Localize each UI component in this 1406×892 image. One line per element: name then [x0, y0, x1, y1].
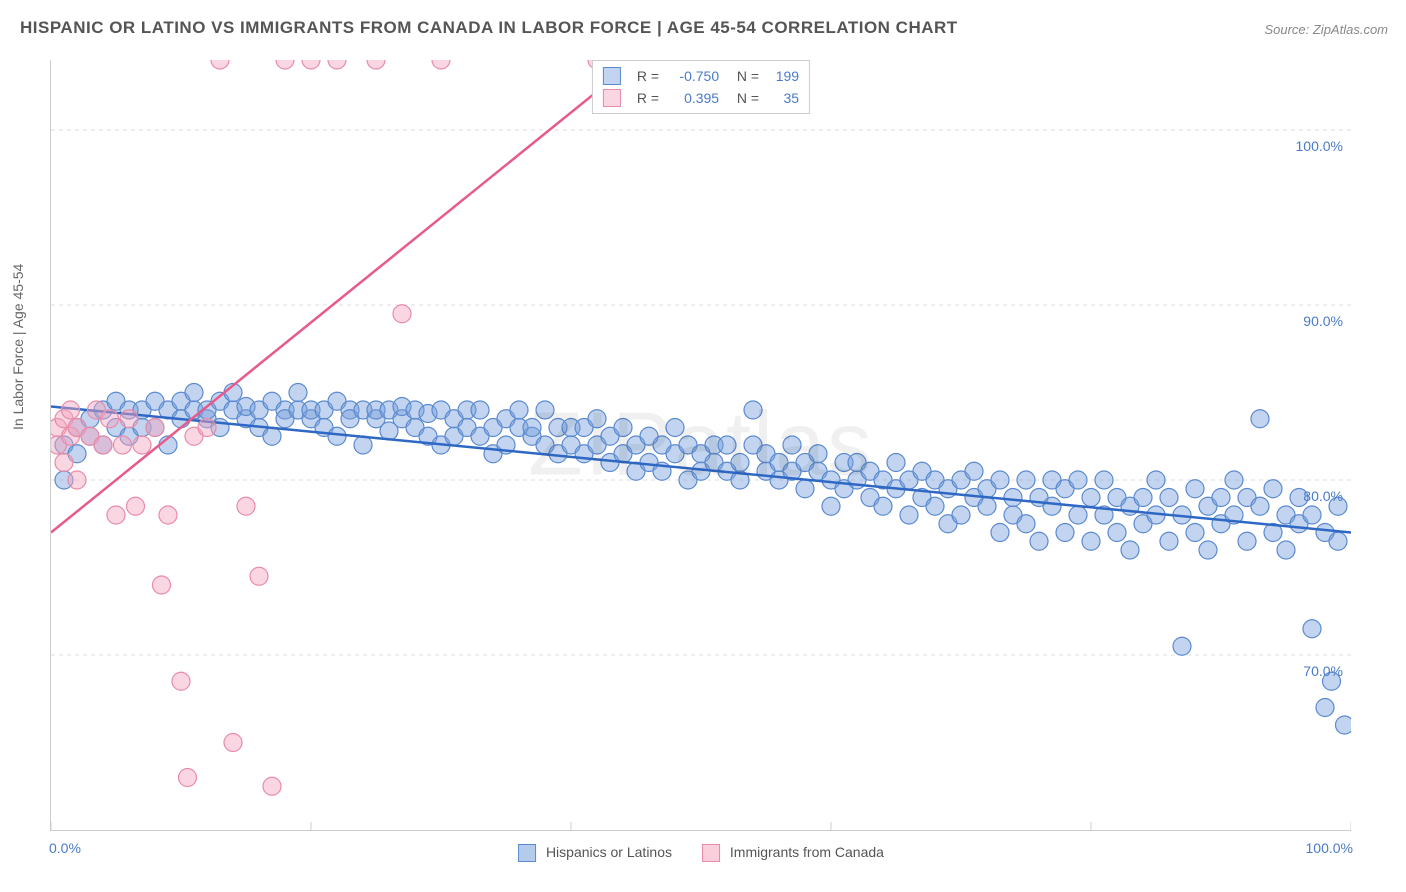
r-label: R = [637, 87, 659, 109]
x-tick-0: 0.0% [49, 840, 81, 856]
x-tick-100: 100.0% [1306, 840, 1353, 856]
chart-title: HISPANIC OR LATINO VS IMMIGRANTS FROM CA… [20, 18, 958, 38]
r-label: R = [637, 65, 659, 87]
legend-swatch-canada-bottom [702, 844, 720, 862]
legend-swatch-hispanic-bottom [518, 844, 536, 862]
correlation-legend: R = -0.750 N = 199 R = 0.395 N = 35 [592, 60, 810, 114]
y-tick-80: 80.0% [1303, 488, 1343, 504]
legend-item-canada: Immigrants from Canada [702, 844, 884, 862]
plot-area: ZIPatlas R = -0.750 N = 199 R = 0.395 N … [50, 60, 1351, 831]
source-attribution: Source: ZipAtlas.com [1264, 22, 1388, 37]
legend-swatch-hispanic [603, 67, 621, 85]
y-tick-90: 90.0% [1303, 313, 1343, 329]
n-value-canada: 35 [769, 87, 799, 109]
legend-row-canada: R = 0.395 N = 35 [603, 87, 799, 109]
n-value-hispanic: 199 [769, 65, 799, 87]
series-legend: Hispanics or Latinos Immigrants from Can… [518, 844, 884, 862]
scatter-svg [51, 60, 1351, 830]
r-value-hispanic: -0.750 [669, 65, 719, 87]
legend-item-hispanic: Hispanics or Latinos [518, 844, 672, 862]
y-tick-100: 100.0% [1296, 138, 1343, 154]
n-label: N = [729, 87, 759, 109]
y-tick-70: 70.0% [1303, 663, 1343, 679]
legend-swatch-canada [603, 89, 621, 107]
n-label: N = [729, 65, 759, 87]
legend-label-hispanic: Hispanics or Latinos [546, 844, 672, 860]
y-axis-label: In Labor Force | Age 45-54 [10, 264, 26, 430]
legend-row-hispanic: R = -0.750 N = 199 [603, 65, 799, 87]
legend-label-canada: Immigrants from Canada [730, 844, 884, 860]
r-value-canada: 0.395 [669, 87, 719, 109]
